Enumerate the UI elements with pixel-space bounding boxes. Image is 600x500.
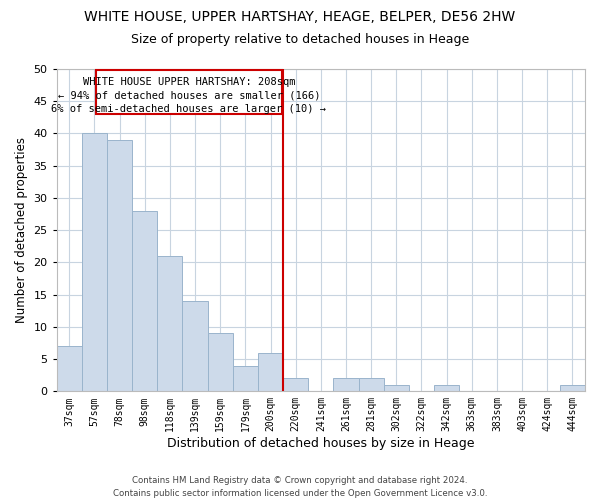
Text: Contains HM Land Registry data © Crown copyright and database right 2024.
Contai: Contains HM Land Registry data © Crown c… [113, 476, 487, 498]
Text: WHITE HOUSE, UPPER HARTSHAY, HEAGE, BELPER, DE56 2HW: WHITE HOUSE, UPPER HARTSHAY, HEAGE, BELP… [85, 10, 515, 24]
Bar [107, 140, 132, 392]
X-axis label: Distribution of detached houses by size in Heage: Distribution of detached houses by size … [167, 437, 475, 450]
Y-axis label: Number of detached properties: Number of detached properties [15, 137, 28, 323]
Bar [182, 301, 208, 392]
Text: 6% of semi-detached houses are larger (10) →: 6% of semi-detached houses are larger (1… [51, 104, 326, 114]
Bar [57, 346, 82, 392]
Text: ← 94% of detached houses are smaller (166): ← 94% of detached houses are smaller (16… [58, 90, 320, 101]
Bar [208, 334, 233, 392]
Bar [384, 385, 409, 392]
Text: Size of property relative to detached houses in Heage: Size of property relative to detached ho… [131, 32, 469, 46]
Bar [258, 352, 283, 392]
Bar [560, 385, 585, 392]
Text: WHITE HOUSE UPPER HARTSHAY: 208sqm: WHITE HOUSE UPPER HARTSHAY: 208sqm [83, 76, 295, 86]
Bar [283, 378, 308, 392]
Bar [132, 211, 157, 392]
Bar [82, 134, 107, 392]
Bar [233, 366, 258, 392]
FancyBboxPatch shape [96, 70, 282, 114]
Bar [359, 378, 384, 392]
Bar [157, 256, 182, 392]
Bar [334, 378, 359, 392]
Bar [434, 385, 459, 392]
